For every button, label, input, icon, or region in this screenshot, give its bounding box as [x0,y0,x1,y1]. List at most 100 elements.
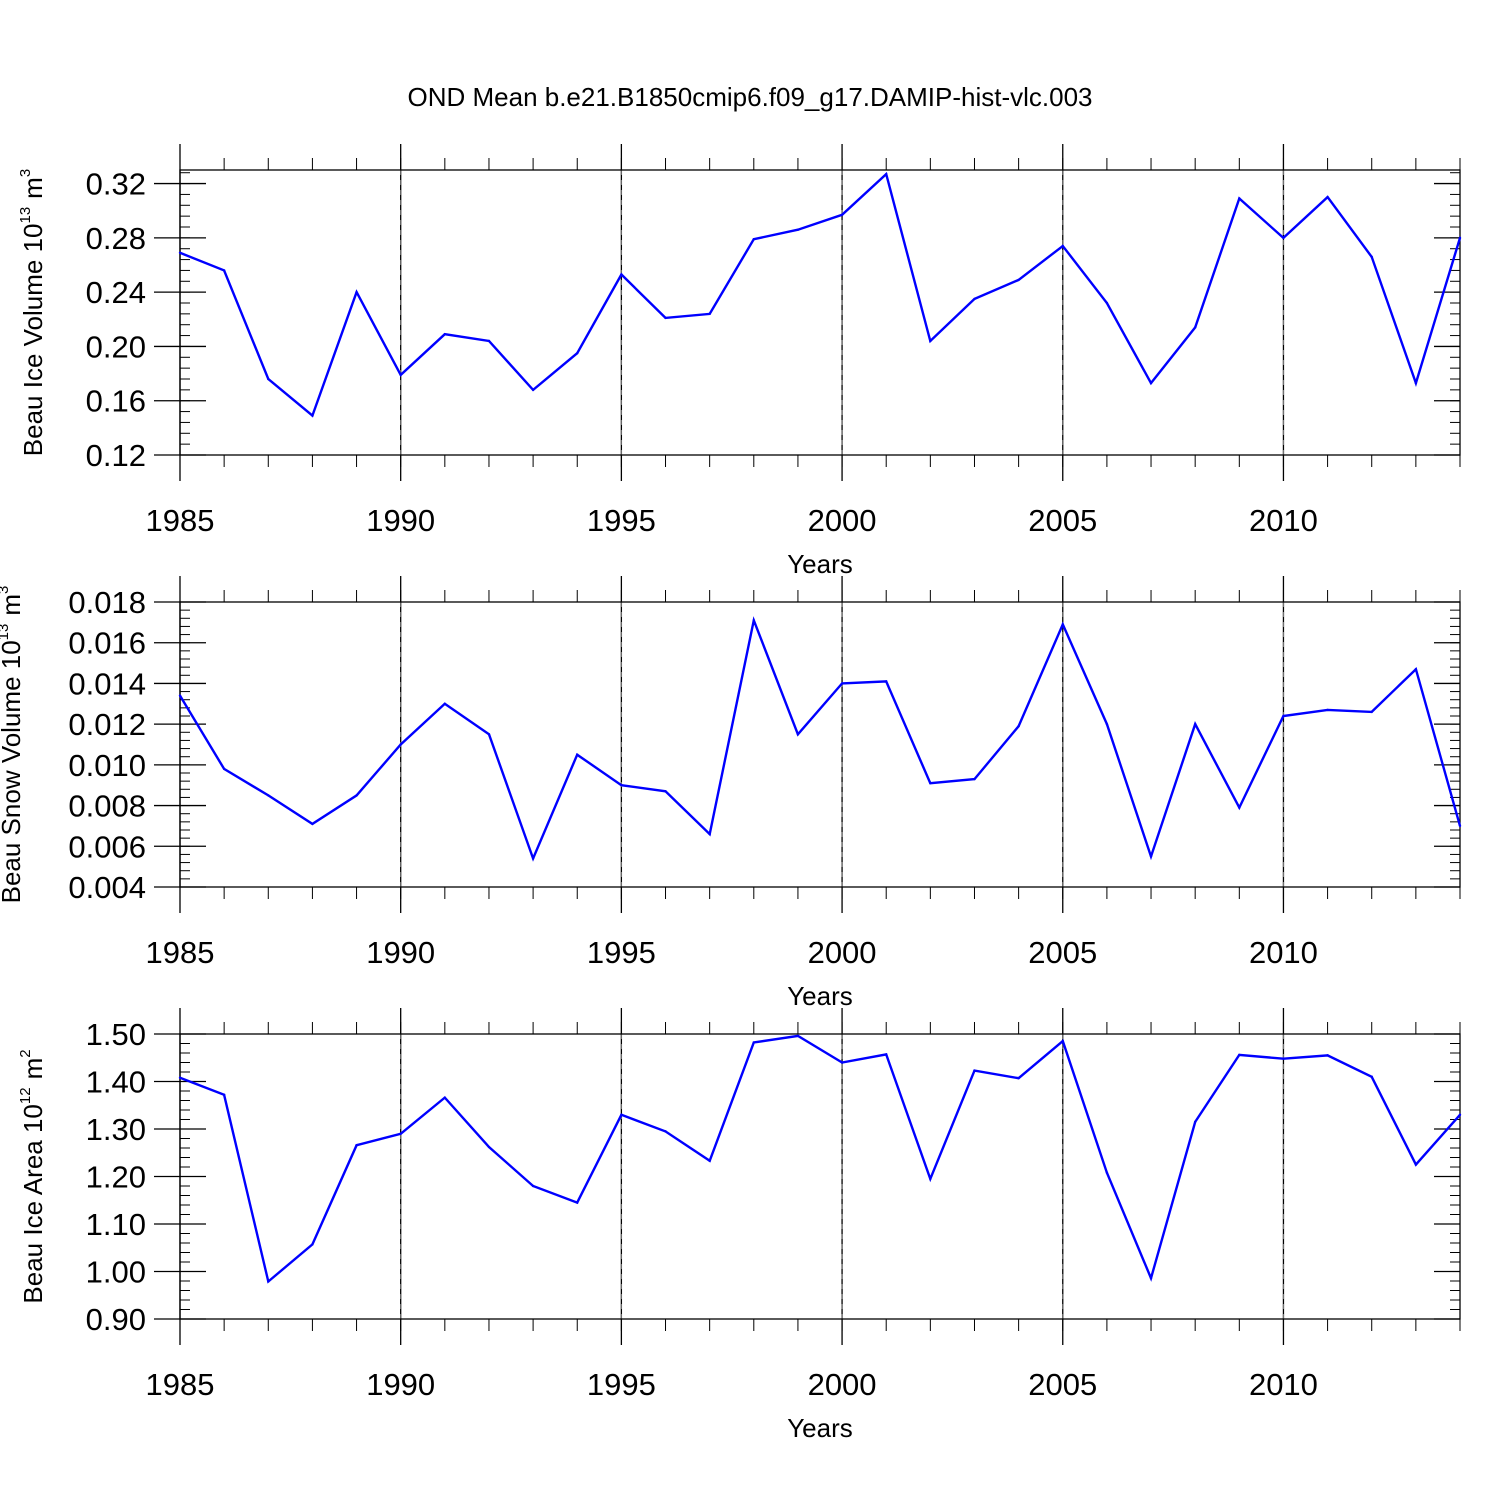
x-tick-label: 2005 [1028,935,1097,970]
y-axis-label: Beau Snow Volume 1013 m3 [0,586,26,904]
y-tick-label: 0.016 [68,626,146,661]
data-point [178,1076,182,1079]
y-tick-label: 0.32 [86,167,146,202]
chart-panel-1: 1985 1990 1995 2000 2005 2010 0.12 0.16 0.20 0.24… [17,144,1462,579]
x-tick-label: 1990 [366,935,435,970]
data-point [443,333,447,336]
x-tick-label: 2000 [808,935,877,970]
data-point [929,1177,932,1181]
data-point [487,339,491,343]
data-point [1326,195,1329,199]
y-axis-label-exponent: 13 [17,207,34,224]
data-point [267,377,270,381]
y-axis-label-unit: m [18,1058,48,1080]
x-tick-label: 1985 [146,503,215,538]
data-point [752,1041,755,1044]
data-point [929,781,932,785]
data-point [796,228,800,231]
y-tick-label: 0.24 [86,275,146,310]
y-tick-label: 0.008 [68,789,146,824]
data-point [664,1130,667,1133]
x-tick-label: 2005 [1028,1367,1097,1402]
data-point [487,733,491,736]
x-tick-label: 1995 [587,1367,656,1402]
x-axis-label: Years [787,549,853,579]
data-point [1061,244,1064,248]
x-tick-label: 1985 [146,935,215,970]
y-tick-label: 0.010 [68,748,146,783]
data-point [708,832,711,836]
data-point [311,1243,314,1246]
y-tick-label: 1.40 [86,1065,146,1100]
y-axis-label-unit: m [0,594,26,616]
data-point [576,352,579,355]
data-point [664,316,667,320]
data-point [1282,714,1285,718]
x-axis-label: Years [787,981,853,1011]
data-point [399,1132,402,1135]
data-point [178,694,182,697]
data-point [576,753,579,756]
y-tick-label: 1.00 [86,1255,146,1290]
data-point [1017,724,1020,728]
data-point [355,794,358,797]
data-point [1193,722,1197,726]
y-tick-label: 1.30 [86,1112,146,1147]
data-point [1458,1113,1462,1116]
figure-title: OND Mean b.e21.B1850cmip6.f09_g17.DAMIP-… [407,82,1092,112]
data-point [399,373,402,377]
y-tick-label: 0.012 [68,707,146,742]
series-line [179,171,1462,418]
data-point [752,238,755,241]
y-axis-label-unit-exponent: 2 [17,1049,34,1057]
x-tick-label: 1990 [366,1367,435,1402]
data-point [1238,806,1241,809]
data-point [443,702,447,705]
y-tick-label: 0.90 [86,1302,146,1337]
data-point [752,619,755,622]
plot-frame [179,1033,1461,1320]
data-point [576,1201,579,1204]
x-tick-label: 2000 [808,503,877,538]
y-tick-label: 1.20 [86,1160,146,1195]
x-tick-label: 1990 [366,503,435,538]
data-point [222,1093,226,1097]
data-point [1326,708,1329,712]
chart-panel-3: 1985 1990 1995 2000 2005 2010 0.90 1.00 1.10 1.20… [17,1008,1462,1443]
data-point [178,251,182,254]
x-tick-label: 2010 [1249,1367,1318,1402]
x-tick-label: 2005 [1028,503,1097,538]
data-point [1061,1039,1064,1043]
chart-panel-2: 1985 1990 1995 2000 2005 2010 0.004 0.006 0.008 0… [0,576,1462,1011]
data-point [1238,197,1241,200]
data-point [1414,1163,1418,1166]
data-point [355,1143,358,1147]
data-point [1326,1054,1329,1057]
y-tick-label: 1.50 [86,1017,146,1052]
data-point [443,1096,447,1099]
data-point [885,680,888,683]
data-point [531,857,535,860]
data-point [1282,1057,1285,1060]
data-point [796,733,800,736]
x-tick-label: 1995 [587,935,656,970]
plot-frame [179,169,1461,456]
x-tick-label: 2010 [1249,935,1318,970]
y-tick-label: 0.20 [86,329,146,364]
x-tick-label: 1995 [587,503,656,538]
data-point [1458,236,1462,240]
data-point [1414,667,1418,671]
data-point [1193,326,1197,329]
y-axis-label: Beau Ice Volume 1013 m3 [17,169,48,456]
x-axis-label: Years [787,1413,853,1443]
y-axis-label-text: Beau Ice Area 10 [18,1104,48,1303]
data-point [1105,301,1109,305]
data-point [1370,710,1373,714]
data-point [620,784,623,787]
data-point [1149,855,1153,858]
series-line [178,616,1462,862]
data-point [1017,1076,1020,1080]
data-point [708,1159,711,1163]
y-tick-label: 0.014 [68,666,146,701]
